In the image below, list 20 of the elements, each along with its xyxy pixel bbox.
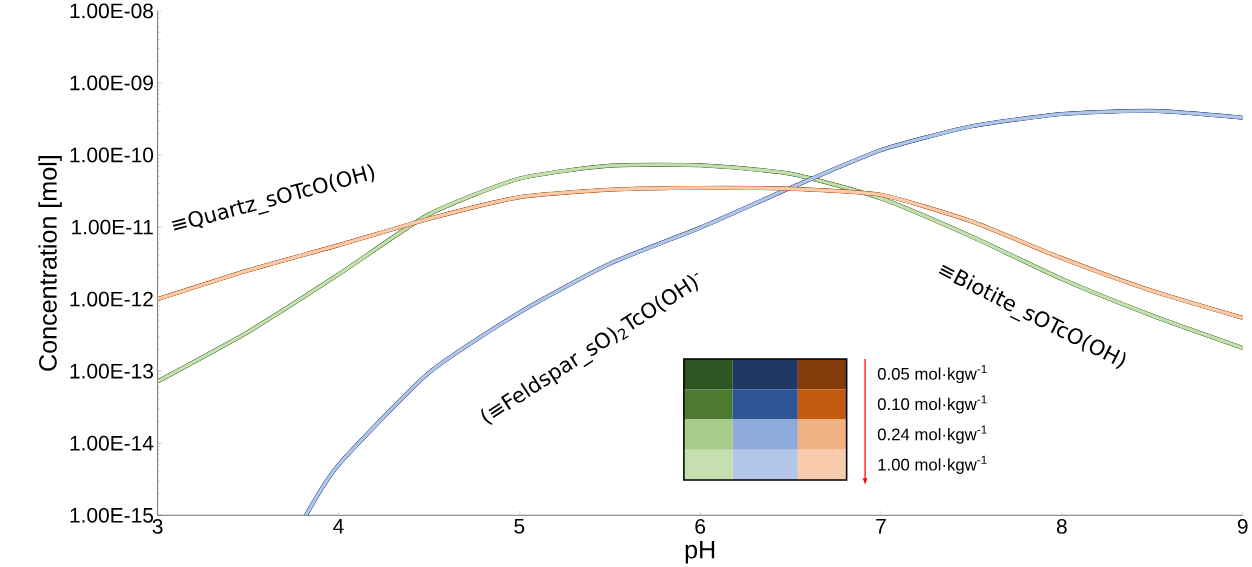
y-tick-label: 1.00E-09: [70, 75, 153, 91]
y-tick-label: 1.00E-10: [70, 147, 154, 163]
x-tick-label: 5: [514, 519, 525, 534]
y-tick-label: 1.00E-14: [70, 435, 154, 451]
y-tick-label: 1.00E-11: [72, 219, 153, 235]
x-tick-label: 7: [876, 519, 886, 534]
x-tick-label: 6: [695, 519, 706, 534]
y-tick-label: 1.00E-13: [70, 363, 153, 379]
x-tick-label: 3: [152, 519, 163, 534]
x-tick-label: 8: [1056, 519, 1067, 534]
y-axis-title: Concentration [mol]: [38, 156, 62, 371]
x-axis-title: pH: [685, 541, 715, 564]
y-tick-label: 1.00E-12: [70, 291, 153, 307]
x-tick-label: 4: [333, 519, 344, 534]
y-tick-label: 1.00E-08: [70, 3, 153, 19]
y-tick-label: 1.00E-15: [70, 507, 154, 523]
annotation: 0.24 mol·kgw$^{-1}$: [877, 425, 987, 444]
annotation: 0.10 mol·kgw$^{-1}$: [877, 395, 987, 414]
annotation: 1.00 mol·kgw$^{-1}$: [878, 455, 987, 474]
x-tick-label: 9: [1237, 519, 1248, 534]
